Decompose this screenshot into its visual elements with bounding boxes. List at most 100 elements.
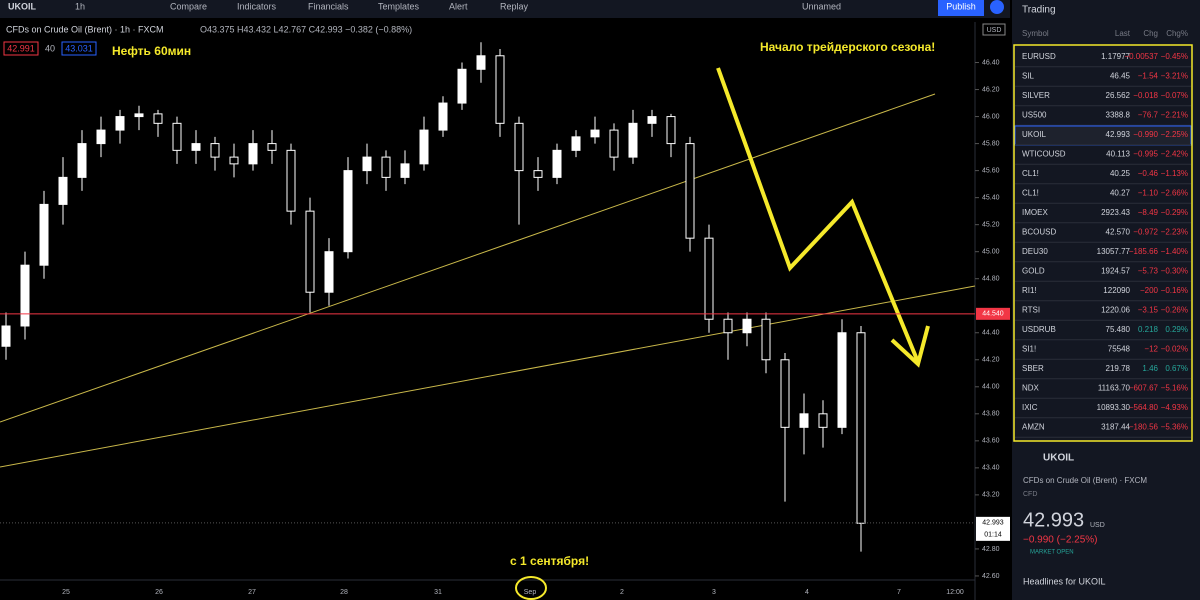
detail-status: MARKET OPEN <box>1030 550 1074 556</box>
symbol[interactable]: RTSI <box>1022 306 1040 315</box>
symbol[interactable]: SILVER <box>1022 91 1050 100</box>
symbol[interactable]: USDRUB <box>1022 325 1056 334</box>
y-tick-label: 43.80 <box>982 411 1000 418</box>
cell: 0.29% <box>1165 325 1188 334</box>
cell: −0.46 <box>1138 169 1159 178</box>
symbol[interactable]: WTICOUSD <box>1022 150 1066 159</box>
candle-body <box>172 122 182 151</box>
cell: −8.49 <box>1138 208 1159 217</box>
annotation: Нефть 60мин <box>112 44 191 58</box>
y-tick-label: 45.80 <box>982 140 1000 147</box>
symbol[interactable]: BCOUSD <box>1022 228 1056 237</box>
cell: 3187.44 <box>1101 423 1130 432</box>
countdown: 01:14 <box>984 532 1002 539</box>
detail-symbol: UKOIL <box>1043 453 1074 464</box>
cell: 0.218 <box>1138 325 1159 334</box>
cell: −0.30% <box>1161 267 1188 276</box>
cell: −2.25% <box>1161 130 1188 139</box>
cell: 1220.06 <box>1101 306 1130 315</box>
candle-body <box>153 113 163 124</box>
symbol[interactable]: RI1! <box>1022 286 1037 295</box>
cell: −185.66 <box>1129 247 1159 256</box>
column-header: Last <box>1115 29 1131 38</box>
detail-change: −0.990 (−2.25%) <box>1023 535 1098 546</box>
highlight-box <box>1013 44 1193 442</box>
candle-body <box>818 413 828 428</box>
candle-body <box>666 116 676 145</box>
toolbar-item[interactable]: Templates <box>378 1 420 11</box>
cell: −0.02% <box>1161 345 1188 354</box>
candle-body <box>248 143 258 165</box>
cell: 1.17977 <box>1101 52 1130 61</box>
candle-body <box>419 129 429 165</box>
interval[interactable]: 1h <box>75 1 85 11</box>
candle-body <box>400 163 410 178</box>
toolbar-item[interactable]: Compare <box>170 1 207 11</box>
detail-kind: CFD <box>1023 491 1037 498</box>
symbol[interactable]: AMZN <box>1022 423 1045 432</box>
toolbar-item[interactable]: Replay <box>500 1 529 11</box>
candle-body <box>457 68 467 104</box>
candle-body <box>628 122 638 158</box>
symbol[interactable]: UKOIL <box>8 1 37 11</box>
cell: −180.56 <box>1129 423 1159 432</box>
symbol[interactable]: EURUSD <box>1022 52 1056 61</box>
candle-body <box>267 143 277 151</box>
cell: −0.018 <box>1133 91 1158 100</box>
y-tick-label: 43.60 <box>982 438 1000 445</box>
symbol[interactable]: CL1! <box>1022 169 1039 178</box>
cell: −0.29% <box>1161 208 1188 217</box>
bid-box[interactable] <box>3 41 39 56</box>
candle-body <box>685 143 695 239</box>
candle-body <box>381 156 391 178</box>
play-button[interactable] <box>990 0 1004 14</box>
trend-line <box>0 285 976 468</box>
symbol[interactable]: NDX <box>1022 384 1040 393</box>
cell: −0.26% <box>1161 306 1188 315</box>
candle-body <box>229 156 239 165</box>
cell: 122090 <box>1103 286 1130 295</box>
legend-ohlc: O43.375 H43.432 L42.767 C42.993 −0.382 (… <box>200 24 412 34</box>
price-line-label: 44.540 <box>982 311 1004 318</box>
symbol[interactable]: CL1! <box>1022 189 1039 198</box>
cell: 1.46 <box>1142 364 1158 373</box>
symbol[interactable]: US500 <box>1022 111 1047 120</box>
symbol[interactable]: GOLD <box>1022 267 1045 276</box>
toolbar-item[interactable]: Indicators <box>237 1 277 11</box>
symbol[interactable]: IMOEX <box>1022 208 1048 217</box>
layout-name[interactable]: Unnamed <box>802 1 841 11</box>
column-header: Chg <box>1143 29 1158 38</box>
candle-body <box>324 251 334 293</box>
symbol[interactable]: UKOIL <box>1022 130 1047 139</box>
cell: 1924.57 <box>1101 267 1130 276</box>
candle-body <box>761 318 771 361</box>
toolbar-item[interactable]: Alert <box>449 1 468 11</box>
cell: 42.570 <box>1106 228 1131 237</box>
candle-body <box>476 55 486 70</box>
toolbar <box>0 0 1010 18</box>
headlines[interactable]: Headlines for UKOIL <box>1023 576 1106 586</box>
symbol[interactable]: IXIC <box>1022 403 1038 412</box>
column-header: Chg% <box>1166 29 1188 38</box>
candle-body <box>438 102 448 131</box>
toolbar-items: Compare Indicators Financials Templates Aler… <box>170 1 529 11</box>
ask-box[interactable] <box>61 41 97 56</box>
panel-title[interactable]: Trading <box>1022 5 1056 16</box>
symbol[interactable]: SBER <box>1022 364 1044 373</box>
y-tick-label: 42.80 <box>982 546 1000 553</box>
candle-body <box>1 325 11 347</box>
publish-label[interactable]: Publish <box>946 1 976 11</box>
candle-body <box>837 332 847 428</box>
candle-body <box>343 170 353 253</box>
ask: 43.031 <box>65 43 93 53</box>
cell: 11163.70 <box>1098 384 1131 393</box>
x-tick-label: Sep <box>524 589 537 596</box>
publish-button[interactable] <box>938 0 984 16</box>
toolbar-item[interactable]: Financials <box>308 1 349 11</box>
symbol[interactable]: SIL <box>1022 72 1035 81</box>
symbol[interactable]: SI1! <box>1022 345 1036 354</box>
y-tick-label: 46.00 <box>982 113 1000 120</box>
bid: 42.991 <box>7 43 35 53</box>
symbol[interactable]: DEU30 <box>1022 247 1048 256</box>
